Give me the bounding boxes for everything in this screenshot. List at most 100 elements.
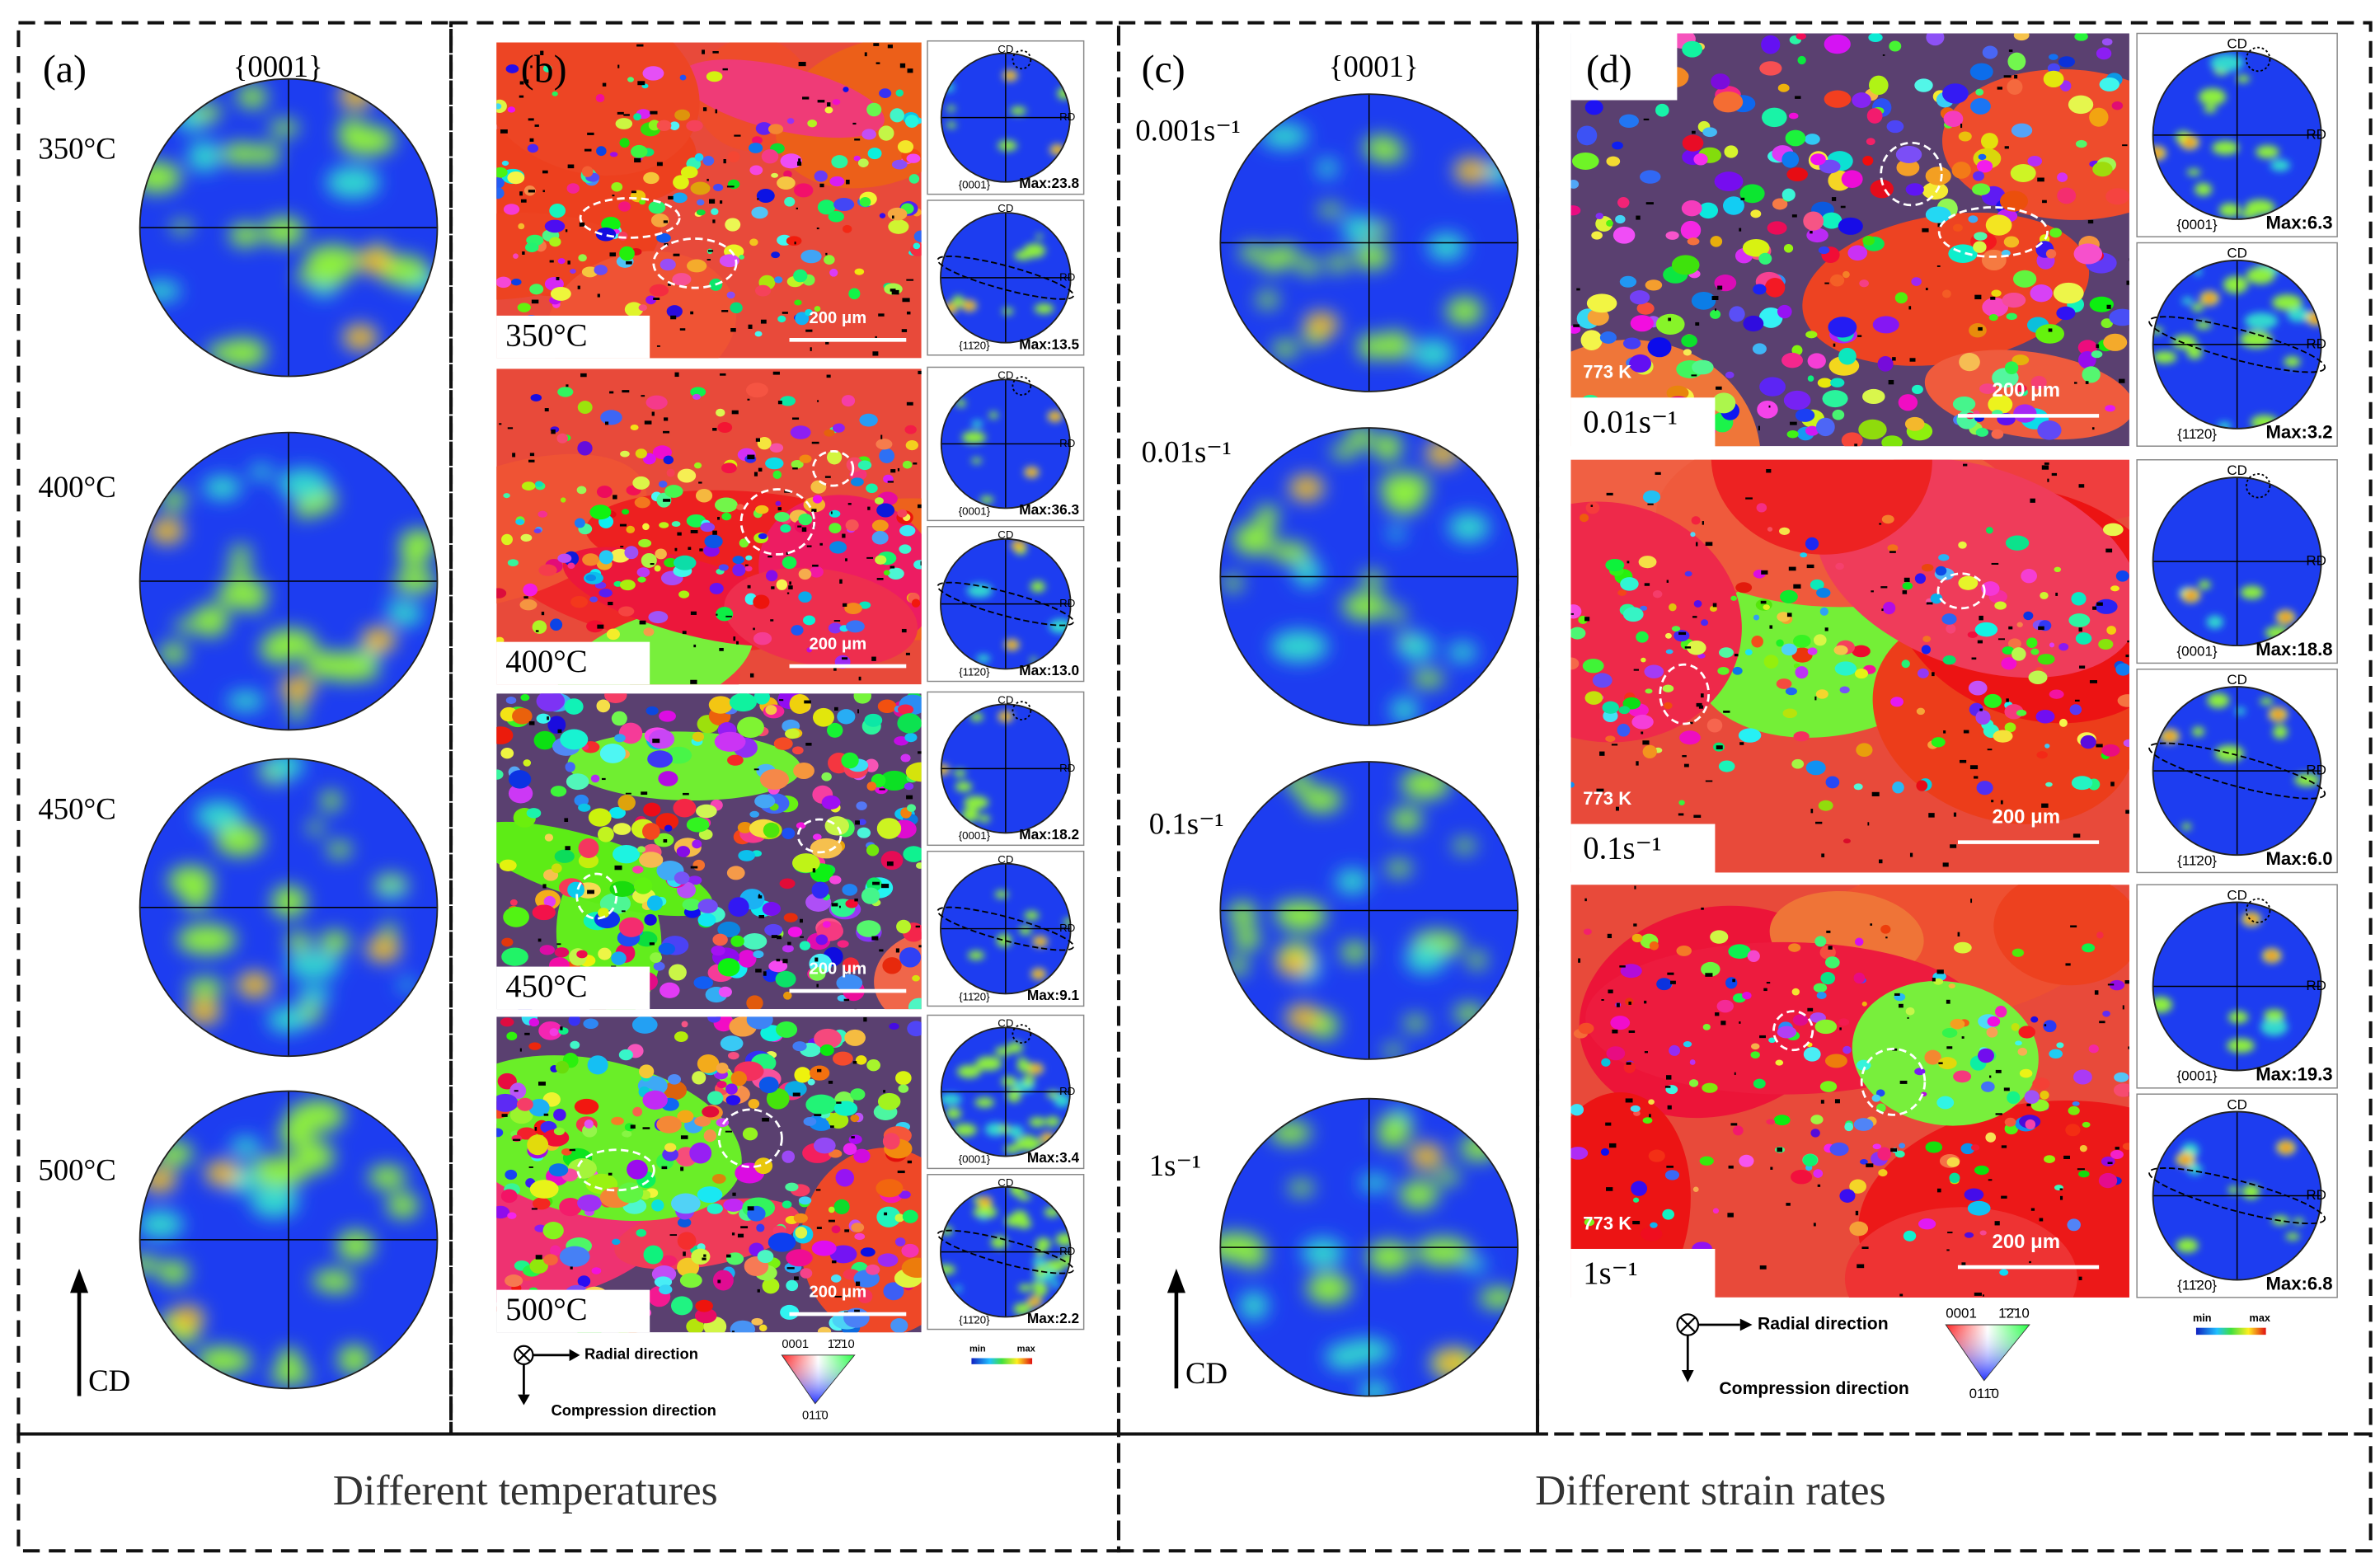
fine-grain [1795, 666, 1809, 679]
boundary-speck [560, 1026, 563, 1030]
fine-grain [2006, 312, 2017, 321]
fine-grain [1791, 345, 1803, 356]
fine-grain [577, 1195, 602, 1212]
boundary-speck [1611, 744, 1618, 746]
caption: Different strain rates [1535, 1467, 1885, 1514]
boundary-speck [852, 122, 857, 125]
pf-peak [1434, 447, 1452, 460]
fine-grain [582, 553, 599, 566]
fine-grain [674, 1031, 688, 1042]
fine-grain [2102, 523, 2124, 537]
pf-blob [1002, 307, 1014, 315]
boundary-speck [1723, 711, 1730, 713]
pf-blob [321, 791, 342, 811]
boundary-speck [2004, 146, 2009, 149]
pf-blobs [139, 1099, 420, 1386]
fine-grain [1678, 800, 1685, 805]
boundary-speck [523, 596, 528, 599]
fine-grain [890, 1318, 908, 1333]
boundary-speck [520, 199, 527, 203]
fine-grain [1979, 383, 1997, 394]
boundary-speck [2070, 925, 2077, 928]
pf-outline [1219, 93, 1519, 392]
fine-grain [730, 302, 743, 314]
fine-grain [1975, 427, 1989, 437]
fine-grain [1587, 308, 1609, 326]
pf-outline [2152, 259, 2322, 429]
boundary-speck [706, 259, 711, 260]
pf-blob [999, 1124, 1010, 1134]
pf-outline [940, 52, 1071, 183]
fine-grain [656, 232, 671, 243]
fine-grain [1935, 566, 1947, 576]
boundary-speck [1739, 1021, 1741, 1024]
fine-grain [753, 631, 772, 645]
fine-grain [1901, 659, 1910, 669]
fine-grain [2102, 1010, 2110, 1017]
fine-grain [775, 500, 782, 506]
boundary-speck [669, 1234, 678, 1237]
fine-grain [1968, 215, 1979, 223]
pf-blob [1462, 1257, 1487, 1272]
pf-blob [1232, 523, 1275, 556]
boundary-speck [1695, 542, 1698, 547]
fine-grain [672, 273, 692, 286]
dashed-band [2148, 742, 2326, 800]
boundary-speck [1995, 1113, 2002, 1115]
fine-grain [624, 302, 644, 317]
pf-blob [161, 490, 187, 510]
pf-peak [195, 1005, 213, 1018]
dashed-band [937, 1229, 1075, 1274]
fine-grain [878, 125, 894, 141]
fine-grain [1967, 631, 1978, 638]
pf-blob [974, 1097, 995, 1108]
boundary-speck [2077, 1168, 2085, 1171]
fine-grain [669, 121, 680, 130]
fine-grain [2007, 638, 2021, 650]
fine-grain [1925, 206, 1951, 223]
highlight-ellipse [739, 488, 816, 556]
fine-grain [666, 468, 675, 477]
fine-grain [2043, 70, 2064, 88]
fine-grain [2021, 569, 2037, 584]
pf-blob [1293, 559, 1322, 587]
boundary-speck [856, 1281, 861, 1286]
fine-grain [672, 192, 688, 204]
fine-grain [1839, 686, 1850, 694]
fine-grain [533, 528, 542, 534]
highlight-ellipse [652, 237, 738, 289]
boundary-speck [879, 788, 885, 791]
fine-grain [2032, 1077, 2050, 1091]
pf-blob [1347, 428, 1374, 448]
frames [16, 21, 2373, 1553]
fine-grain [2105, 405, 2115, 412]
boundary-speck [854, 138, 861, 141]
row-label: 0.1s⁻¹ [1149, 807, 1224, 841]
boundary-speck [857, 709, 859, 714]
fine-grain [650, 214, 669, 228]
fine-grain [1712, 1208, 1720, 1214]
pf-rd-label: RD [1059, 762, 1075, 774]
fine-grain [769, 443, 784, 453]
boundary-speck [782, 312, 788, 314]
pf-blob [265, 628, 317, 660]
fine-grain [2073, 243, 2103, 265]
fine-grain [1645, 688, 1653, 694]
fine-grain [807, 1078, 815, 1086]
fine-grain [745, 555, 753, 561]
fine-grain [1844, 1122, 1854, 1132]
fine-grain [1993, 730, 2013, 743]
fine-grain [829, 541, 847, 554]
fine-grain [1800, 552, 1808, 558]
fine-grain [805, 308, 813, 317]
pf-blob [336, 1230, 374, 1261]
pf-cd-label: CD [998, 1017, 1013, 1030]
pole-figure [941, 53, 1070, 182]
pf-blob [2212, 140, 2239, 155]
pf-blob [1289, 544, 1303, 558]
fine-grain [1979, 1230, 1987, 1236]
fine-grain [2045, 249, 2057, 259]
fine-grain [1855, 668, 1869, 679]
boundary-speck [693, 644, 697, 648]
boundary-speck [1815, 821, 1823, 824]
